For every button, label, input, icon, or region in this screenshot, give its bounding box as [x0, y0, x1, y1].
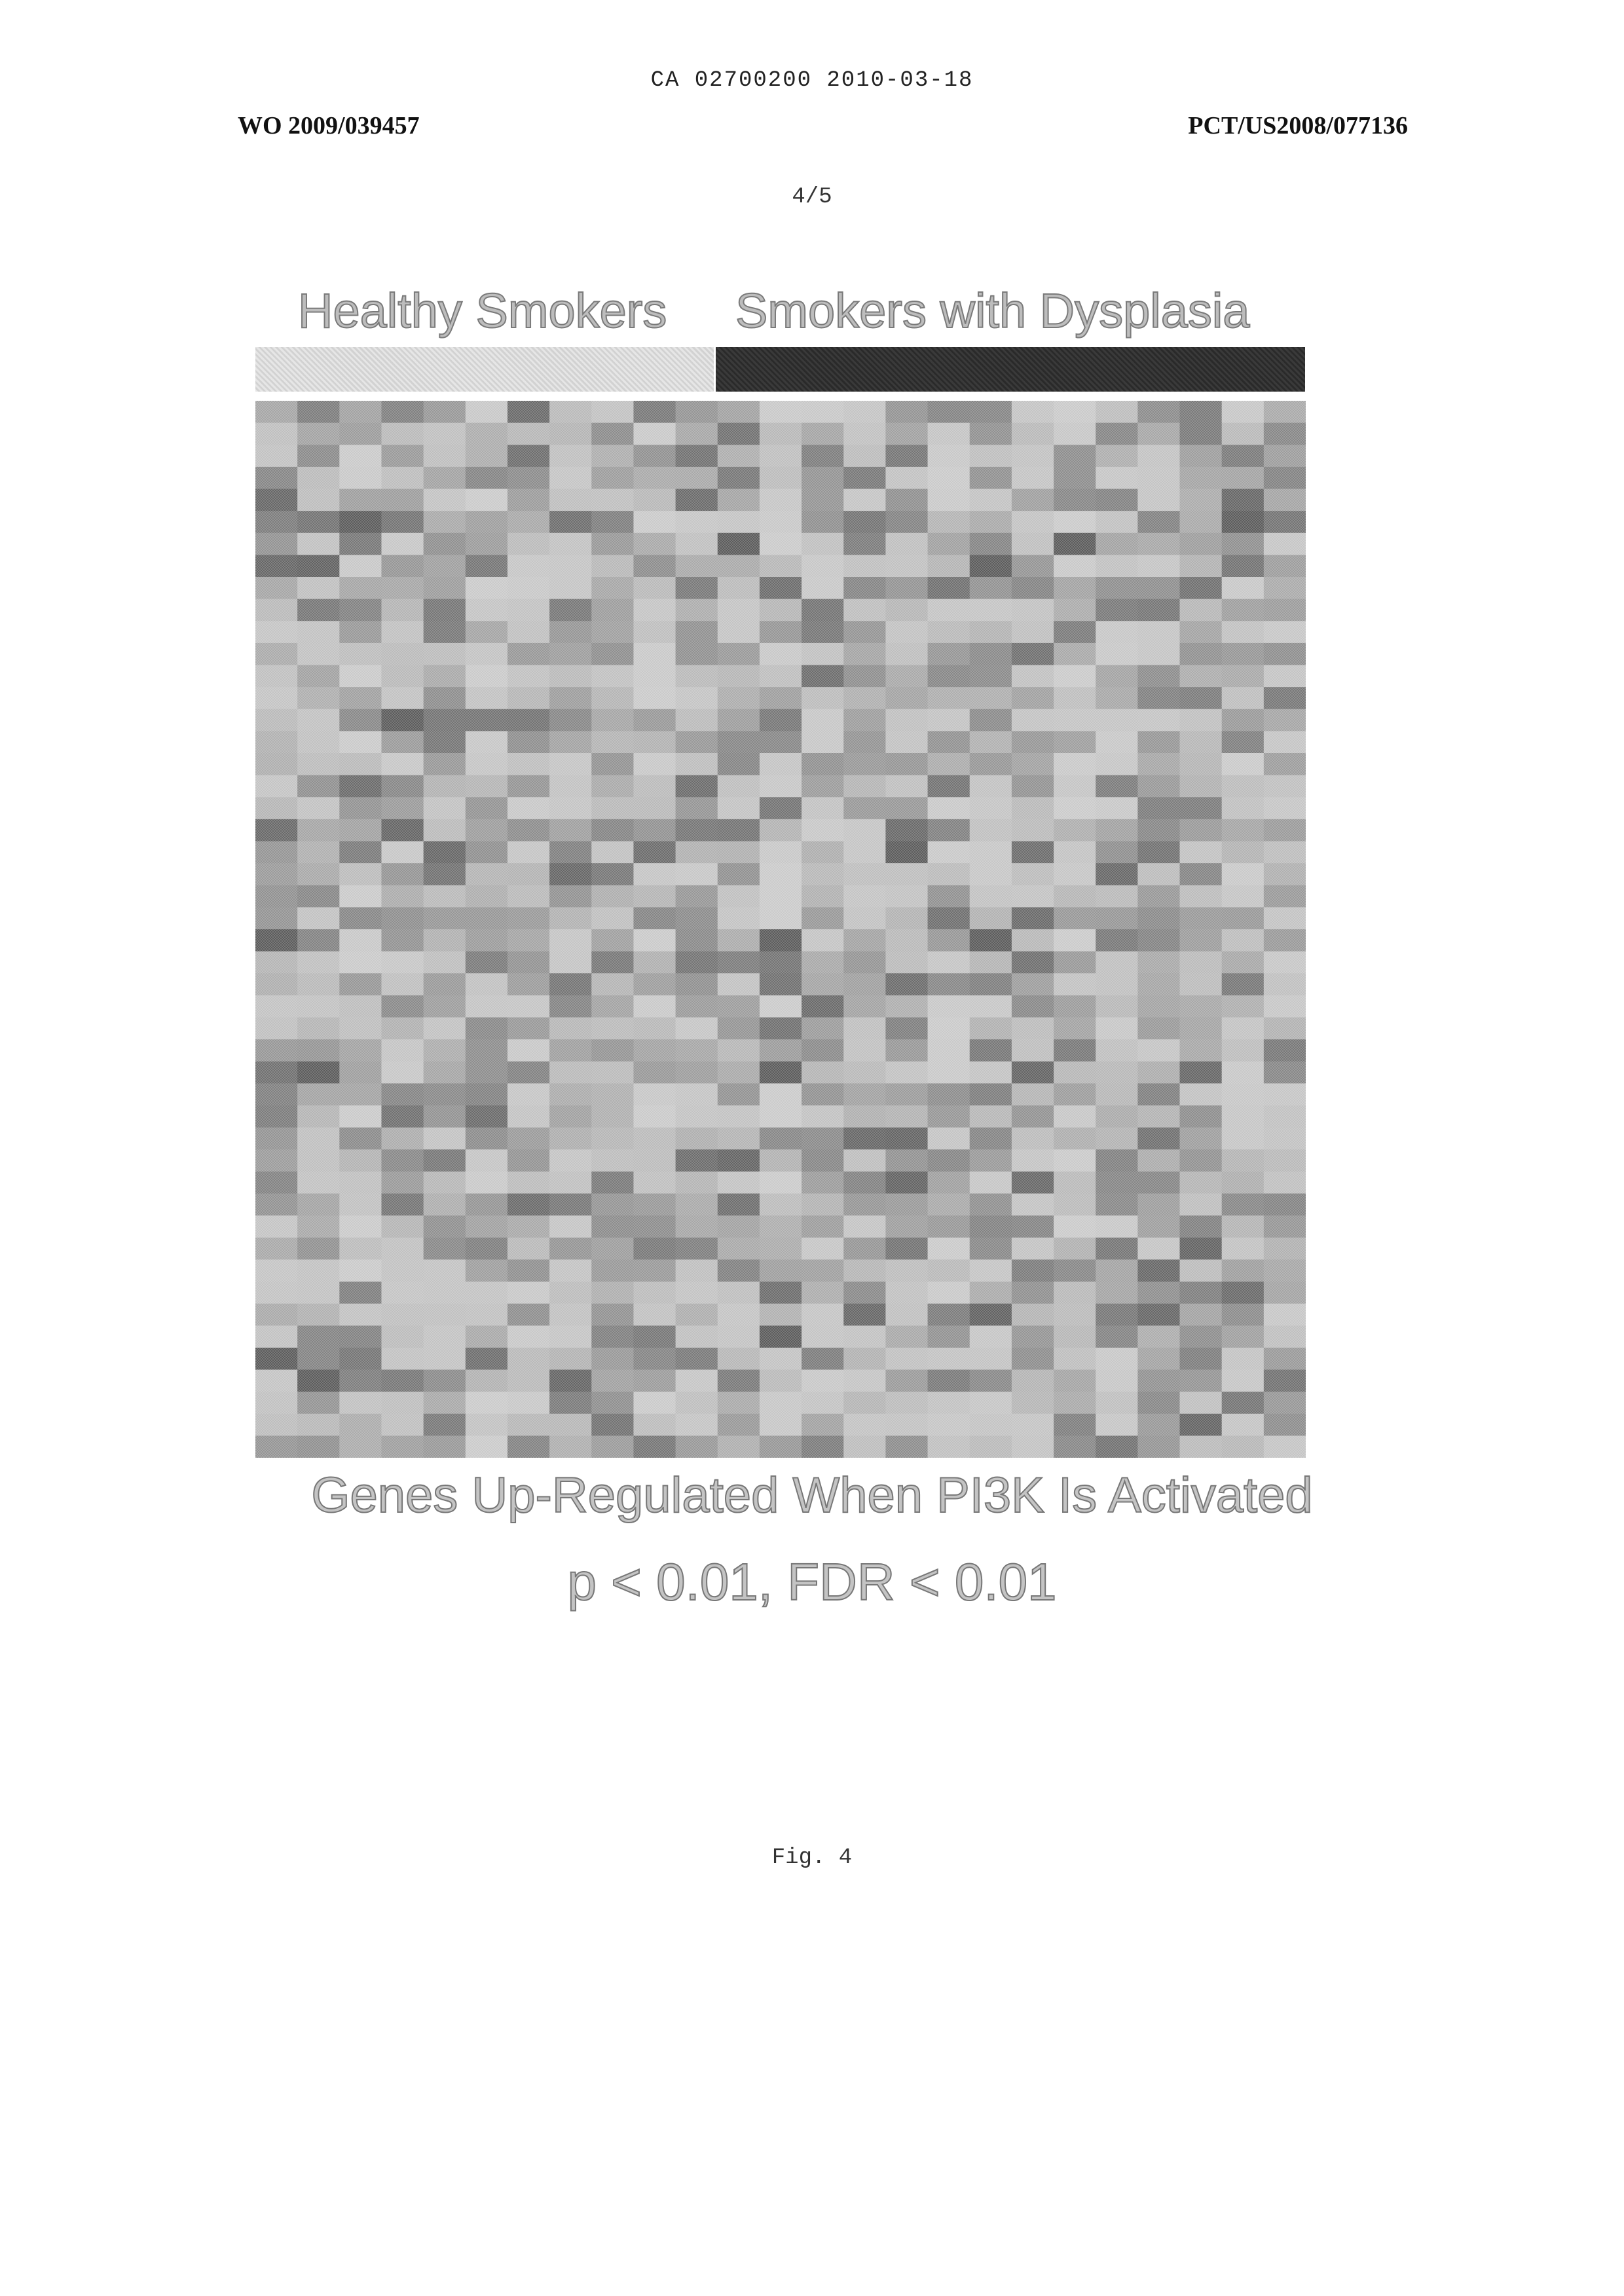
group-bar-healthy-smokers [255, 347, 714, 392]
expression-heatmap [255, 401, 1306, 1458]
group-label-healthy-smokers: Healthy Smokers [298, 283, 667, 339]
page-number: 4/5 [0, 185, 1624, 210]
figure-label: Fig. 4 [0, 1845, 1624, 1870]
group-label-smokers-with-dysplasia: Smokers with Dysplasia [735, 283, 1249, 339]
figure-statistics: p < 0.01, FDR < 0.01 [0, 1552, 1624, 1612]
group-bar-smokers-with-dysplasia [716, 347, 1305, 392]
application-number: PCT/US2008/077136 [1188, 111, 1408, 140]
publication-number: WO 2009/039457 [238, 111, 420, 140]
document-number: CA 02700200 2010-03-18 [0, 68, 1624, 93]
figure-caption: Genes Up-Regulated When PI3K Is Activate… [0, 1467, 1624, 1524]
heatmap-texture-overlay [255, 401, 1306, 1458]
